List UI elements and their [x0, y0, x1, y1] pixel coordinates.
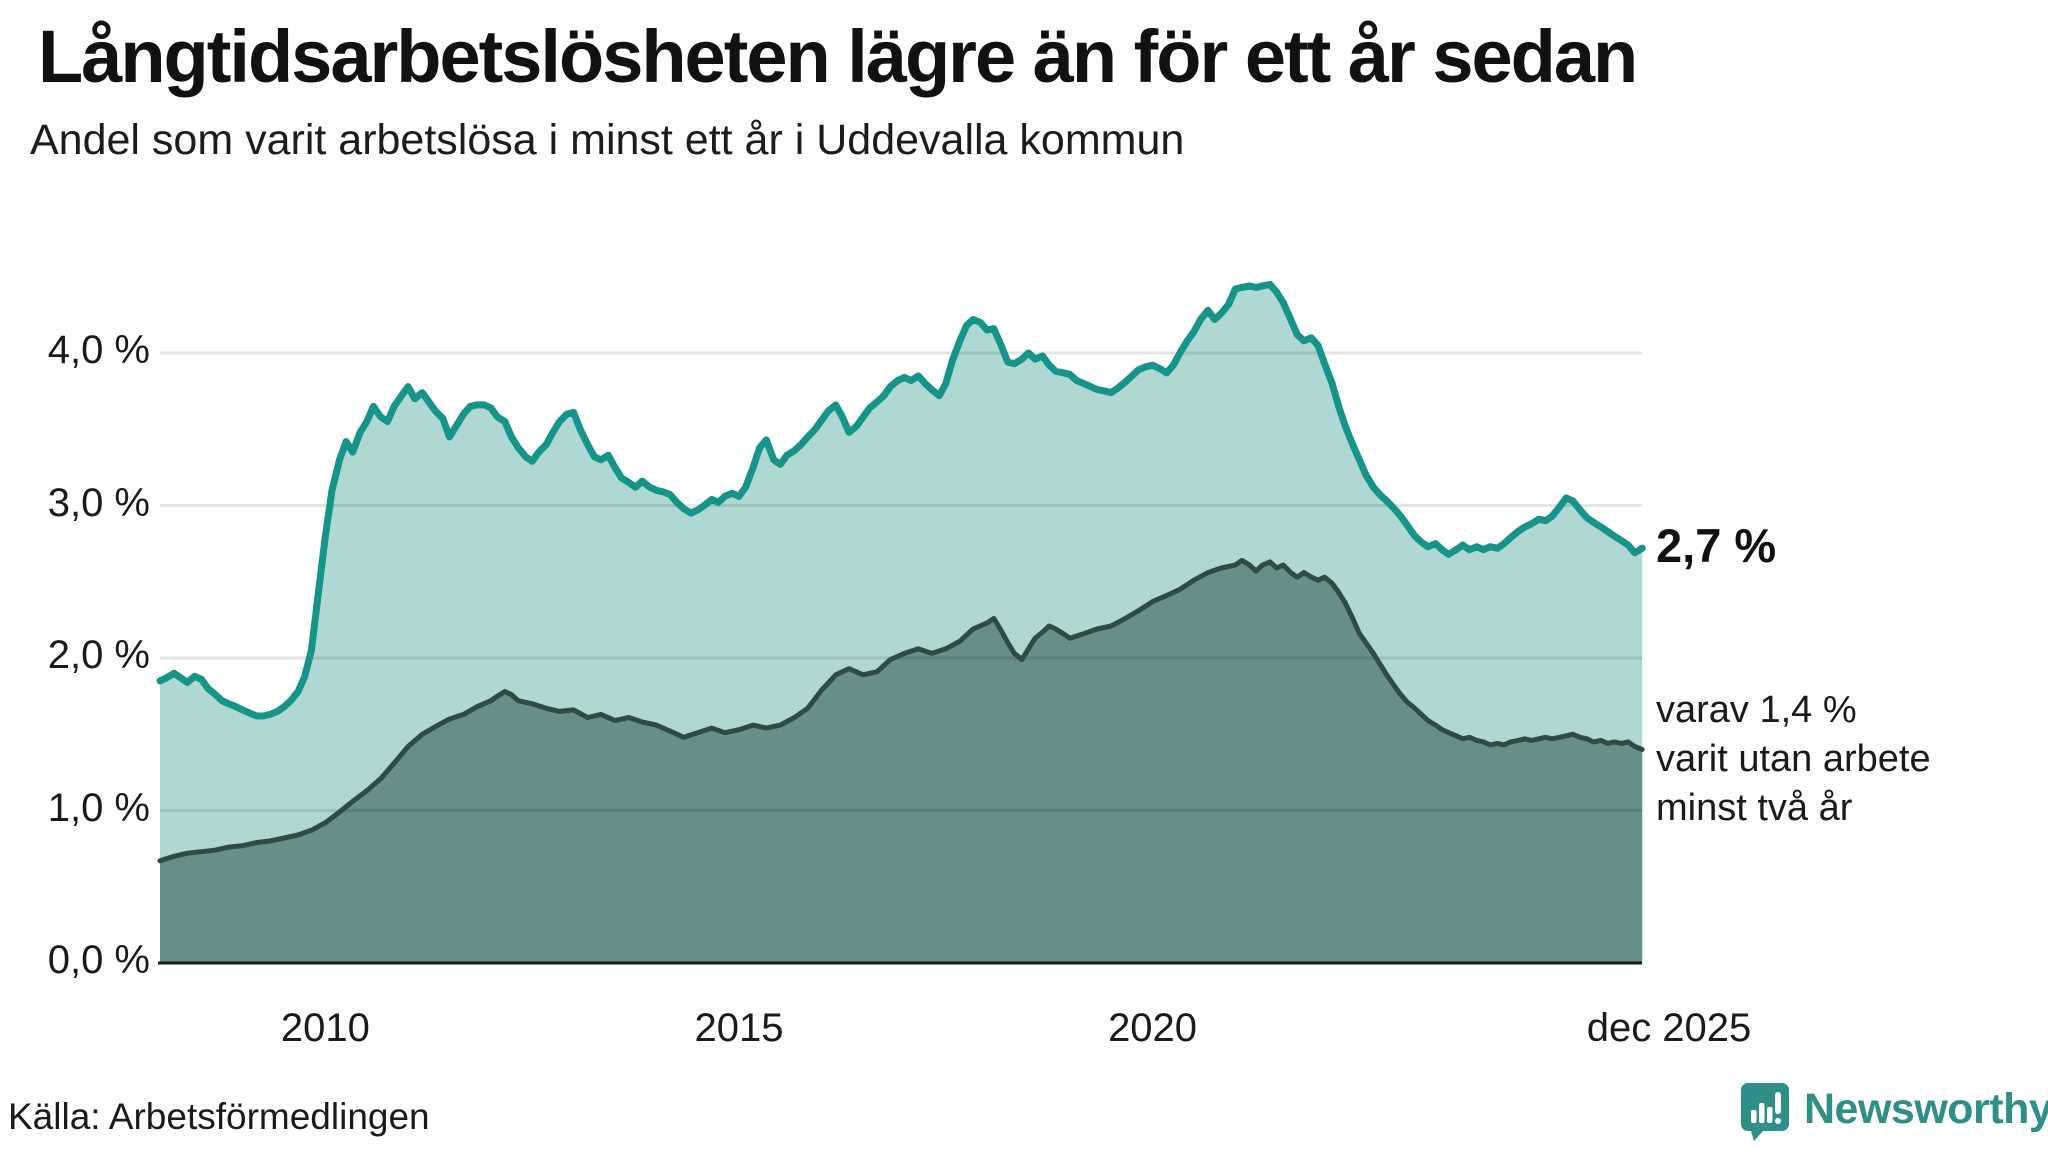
source-note: Källa: Arbetsförmedlingen	[8, 1096, 430, 1137]
secondary-series-annotation: varav 1,4 % varit utan arbete minst två …	[1656, 686, 1931, 833]
newsworthy-branding: Newsworthy	[1740, 1082, 2048, 1142]
x-tick-label: 2010	[280, 1006, 370, 1050]
x-tick-label: dec 2025	[1586, 1006, 1752, 1050]
area-unemployed-two-years	[160, 560, 1643, 963]
annotation-line: minst två år	[1656, 787, 1853, 829]
y-tick-label: 1,0 %	[47, 785, 150, 830]
speech-bubble-bar-chart-icon	[1741, 1083, 1789, 1141]
latest-value-label: 2,7 %	[1656, 519, 1777, 573]
y-tick-label: 4,0 %	[47, 328, 150, 372]
x-tick-label: 2015	[694, 1006, 784, 1050]
annotation-line: varav 1,4 %	[1656, 689, 1857, 731]
page-subtitle: Andel som varit arbetslösa i minst ett å…	[30, 116, 1185, 164]
line-unemployed-one-year	[156, 280, 1646, 720]
y-tick-label: 2,0 %	[47, 633, 150, 677]
page-title: Långtidsarbetslösheten lägre än för ett …	[38, 15, 1638, 98]
x-tick-label: 2020	[1108, 1006, 1198, 1050]
y-tick-label: 3,0 %	[47, 480, 150, 525]
line-unemployed-two-years	[157, 557, 1645, 864]
annotation-line: varit utan arbete	[1656, 738, 1931, 780]
newsworthy-wordmark: Newsworthy	[1804, 1084, 2048, 1133]
y-tick-label: 0,0 %	[47, 938, 150, 982]
